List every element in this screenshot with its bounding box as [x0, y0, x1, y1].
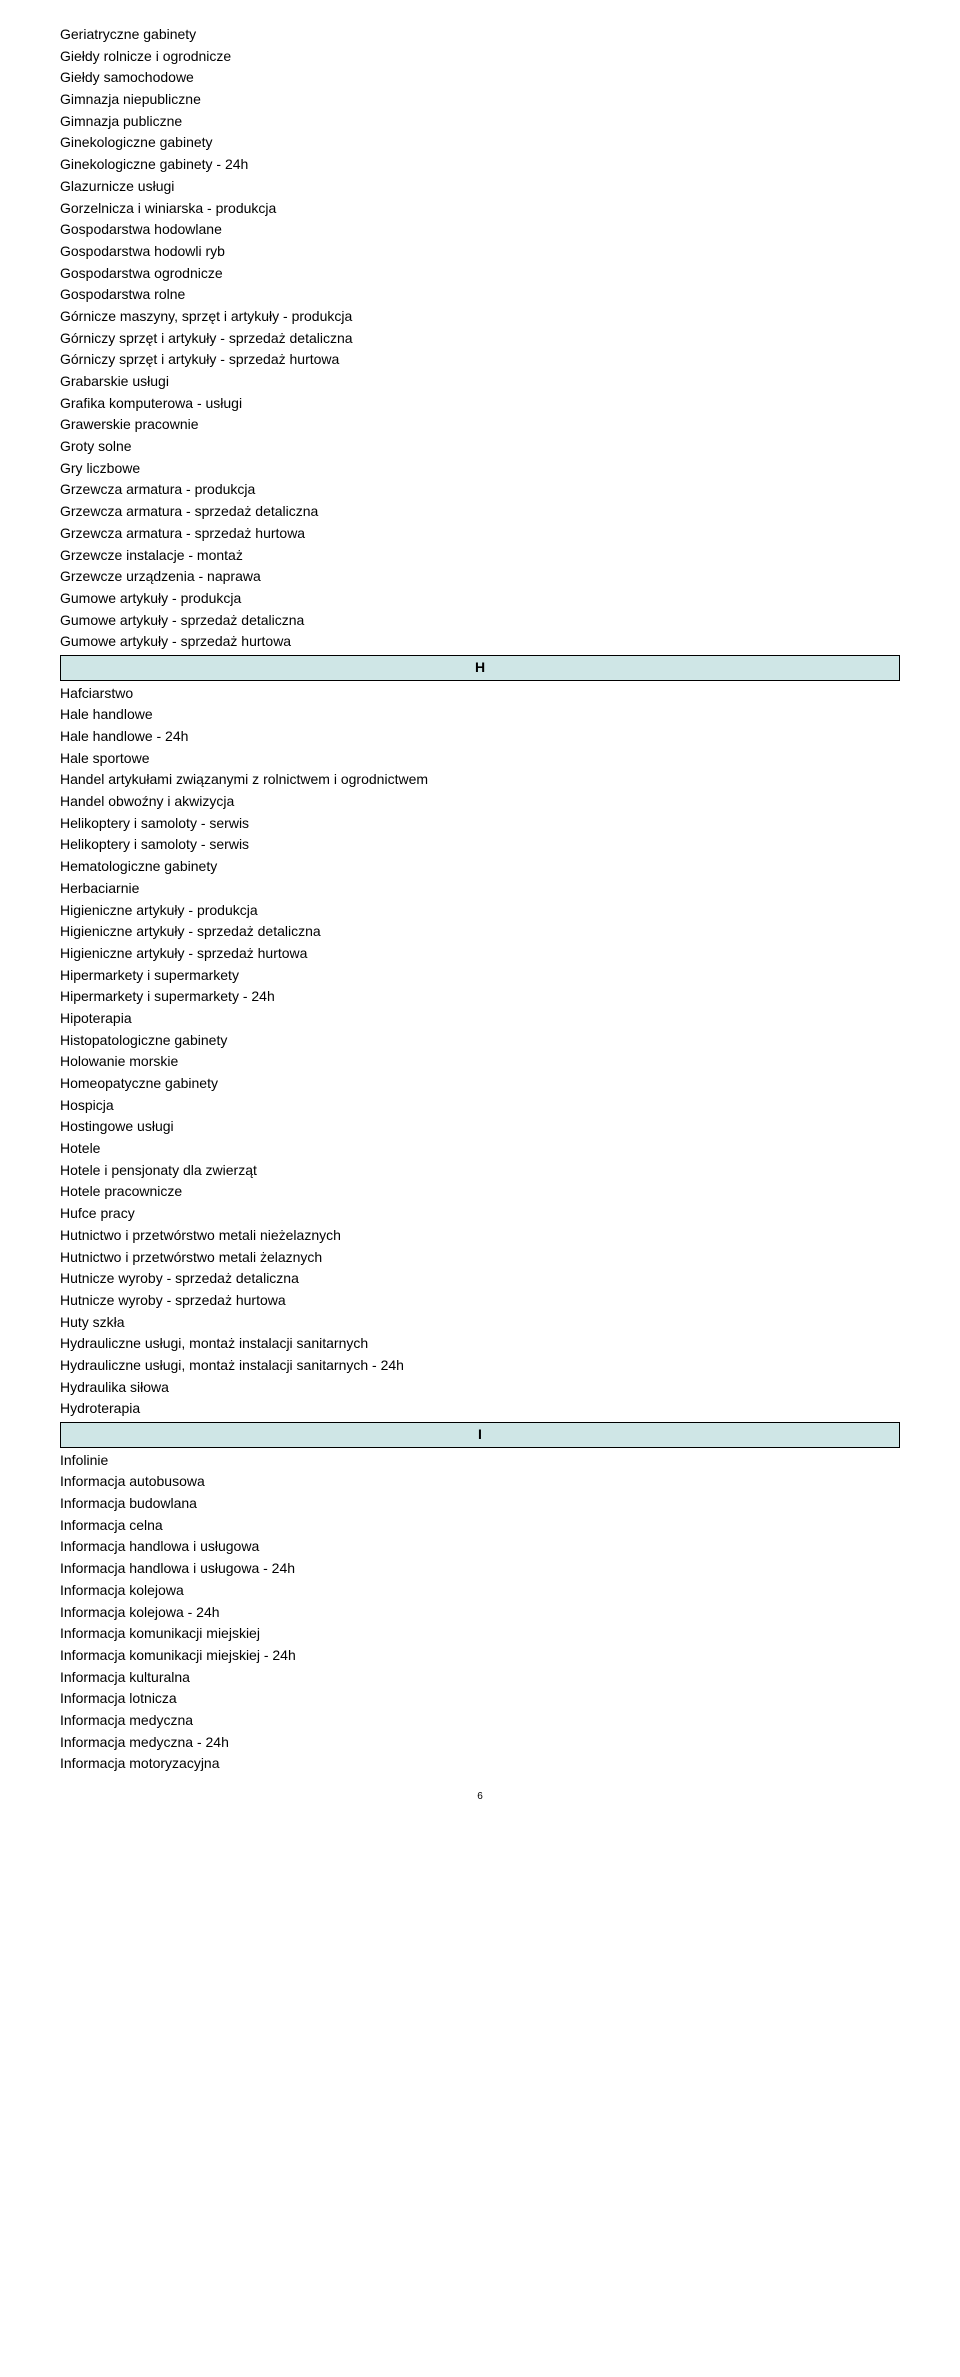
list-item: Glazurnicze usługi: [60, 176, 900, 198]
list-item: Gumowe artykuły - sprzedaż hurtowa: [60, 631, 900, 653]
list-item: Hostingowe usługi: [60, 1116, 900, 1138]
list-item: Homeopatyczne gabinety: [60, 1073, 900, 1095]
list-item: Hotele: [60, 1138, 900, 1160]
list-item: Grawerskie pracownie: [60, 414, 900, 436]
list-item: Informacja autobusowa: [60, 1471, 900, 1493]
list-item: Hipoterapia: [60, 1008, 900, 1030]
category-list-h: HafciarstwoHale handloweHale handlowe - …: [60, 683, 900, 1420]
list-item: Informacja budowlana: [60, 1493, 900, 1515]
list-item: Gorzelnicza i winiarska - produkcja: [60, 198, 900, 220]
list-item: Informacja lotnicza: [60, 1688, 900, 1710]
category-list-i: InfolinieInformacja autobusowaInformacja…: [60, 1450, 900, 1775]
list-item: Groty solne: [60, 436, 900, 458]
list-item: Hipermarkety i supermarkety: [60, 965, 900, 987]
list-item: Grzewcza armatura - sprzedaż detaliczna: [60, 501, 900, 523]
list-item: Giełdy rolnicze i ogrodnicze: [60, 46, 900, 68]
list-item: Hotele i pensjonaty dla zwierząt: [60, 1160, 900, 1182]
list-item: Giełdy samochodowe: [60, 67, 900, 89]
list-item: Informacja medyczna - 24h: [60, 1732, 900, 1754]
list-item: Handel obwoźny i akwizycja: [60, 791, 900, 813]
list-item: Hufce pracy: [60, 1203, 900, 1225]
list-item: Hotele pracownicze: [60, 1181, 900, 1203]
list-item: Hospicja: [60, 1095, 900, 1117]
list-item: Hutnicze wyroby - sprzedaż detaliczna: [60, 1268, 900, 1290]
list-item: Hematologiczne gabinety: [60, 856, 900, 878]
list-item: Gospodarstwa hodowli ryb: [60, 241, 900, 263]
list-item: Ginekologiczne gabinety: [60, 132, 900, 154]
list-item: Histopatologiczne gabinety: [60, 1030, 900, 1052]
list-item: Holowanie morskie: [60, 1051, 900, 1073]
list-item: Hutnictwo i przetwórstwo metali nieżelaz…: [60, 1225, 900, 1247]
list-item: Grzewcza armatura - produkcja: [60, 479, 900, 501]
list-item: Grzewcze instalacje - montaż: [60, 545, 900, 567]
list-item: Grzewcze urządzenia - naprawa: [60, 566, 900, 588]
list-item: Herbaciarnie: [60, 878, 900, 900]
list-item: Helikoptery i samoloty - serwis: [60, 813, 900, 835]
list-item: Infolinie: [60, 1450, 900, 1472]
list-item: Grafika komputerowa - usługi: [60, 393, 900, 415]
list-item: Gimnazja niepubliczne: [60, 89, 900, 111]
page-number: 6: [60, 1789, 900, 1805]
list-item: Ginekologiczne gabinety - 24h: [60, 154, 900, 176]
section-header-i: I: [60, 1422, 900, 1448]
list-item: Hutnictwo i przetwórstwo metali żelaznyc…: [60, 1247, 900, 1269]
list-item: Gospodarstwa hodowlane: [60, 219, 900, 241]
list-item: Grabarskie usługi: [60, 371, 900, 393]
list-item: Hydrauliczne usługi, montaż instalacji s…: [60, 1333, 900, 1355]
list-item: Górnicze maszyny, sprzęt i artykuły - pr…: [60, 306, 900, 328]
list-item: Informacja motoryzacyjna: [60, 1753, 900, 1775]
list-item: Górniczy sprzęt i artykuły - sprzedaż hu…: [60, 349, 900, 371]
list-item: Hale handlowe - 24h: [60, 726, 900, 748]
list-item: Hutnicze wyroby - sprzedaż hurtowa: [60, 1290, 900, 1312]
list-item: Hale sportowe: [60, 748, 900, 770]
list-item: Gumowe artykuły - sprzedaż detaliczna: [60, 610, 900, 632]
category-list-g: Geriatryczne gabinetyGiełdy rolnicze i o…: [60, 24, 900, 653]
list-item: Informacja medyczna: [60, 1710, 900, 1732]
list-item: Informacja komunikacji miejskiej - 24h: [60, 1645, 900, 1667]
section-header-h: H: [60, 655, 900, 681]
list-item: Higieniczne artykuły - sprzedaż detalicz…: [60, 921, 900, 943]
list-item: Informacja handlowa i usługowa - 24h: [60, 1558, 900, 1580]
list-item: Gry liczbowe: [60, 458, 900, 480]
list-item: Grzewcza armatura - sprzedaż hurtowa: [60, 523, 900, 545]
list-item: Geriatryczne gabinety: [60, 24, 900, 46]
list-item: Higieniczne artykuły - produkcja: [60, 900, 900, 922]
list-item: Helikoptery i samoloty - serwis: [60, 834, 900, 856]
list-item: Hydrauliczne usługi, montaż instalacji s…: [60, 1355, 900, 1377]
list-item: Gospodarstwa ogrodnicze: [60, 263, 900, 285]
list-item: Hipermarkety i supermarkety - 24h: [60, 986, 900, 1008]
list-item: Gimnazja publiczne: [60, 111, 900, 133]
list-item: Hydraulika siłowa: [60, 1377, 900, 1399]
list-item: Hafciarstwo: [60, 683, 900, 705]
list-item: Gumowe artykuły - produkcja: [60, 588, 900, 610]
list-item: Informacja komunikacji miejskiej: [60, 1623, 900, 1645]
list-item: Informacja kolejowa - 24h: [60, 1602, 900, 1624]
list-item: Informacja handlowa i usługowa: [60, 1536, 900, 1558]
list-item: Hale handlowe: [60, 704, 900, 726]
list-item: Higieniczne artykuły - sprzedaż hurtowa: [60, 943, 900, 965]
list-item: Handel artykułami związanymi z rolnictwe…: [60, 769, 900, 791]
list-item: Gospodarstwa rolne: [60, 284, 900, 306]
list-item: Hydroterapia: [60, 1398, 900, 1420]
list-item: Górniczy sprzęt i artykuły - sprzedaż de…: [60, 328, 900, 350]
list-item: Informacja celna: [60, 1515, 900, 1537]
list-item: Huty szkła: [60, 1312, 900, 1334]
list-item: Informacja kolejowa: [60, 1580, 900, 1602]
list-item: Informacja kulturalna: [60, 1667, 900, 1689]
